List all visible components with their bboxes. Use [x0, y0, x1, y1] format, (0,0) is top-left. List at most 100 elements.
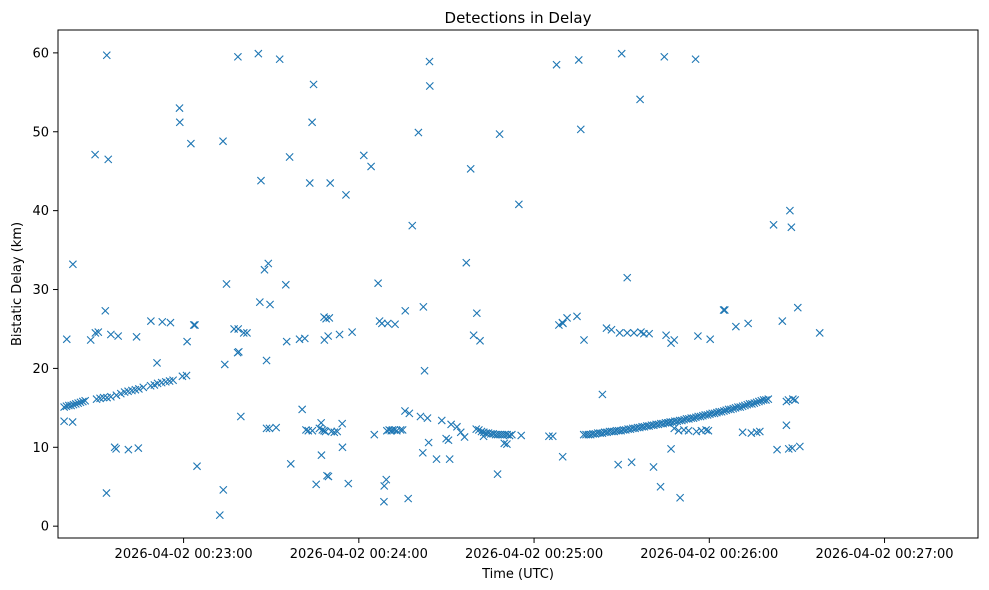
data-point-marker	[68, 418, 77, 427]
data-point-marker	[341, 190, 350, 199]
data-point-marker	[330, 428, 339, 437]
data-point-marker	[460, 433, 469, 442]
data-point-marker	[317, 418, 326, 427]
data-point-marker	[676, 493, 685, 502]
data-point-marker	[785, 206, 794, 215]
data-point-marker	[112, 391, 121, 400]
data-point-marker	[104, 155, 113, 164]
data-point-marker	[335, 330, 344, 339]
data-point-marker	[755, 427, 764, 436]
data-point-marker	[286, 459, 295, 468]
data-point-marker	[272, 423, 281, 432]
data-point-marker	[703, 410, 712, 419]
data-point-marker	[787, 223, 796, 232]
data-point-marker	[726, 405, 735, 414]
data-point-marker	[750, 399, 759, 408]
data-point-marker	[233, 52, 242, 61]
data-point-marker	[348, 328, 357, 337]
data-point-marker	[112, 444, 121, 453]
data-point-marker	[86, 336, 95, 344]
data-point-marker	[321, 427, 330, 436]
data-point-marker	[691, 55, 700, 64]
x-axis-ticks: 2026-04-02 00:23:00 2026-04-02 00:24:00 20…	[115, 538, 954, 562]
data-point-marker	[146, 317, 155, 326]
data-point-marker	[452, 422, 461, 431]
data-point-marker	[623, 328, 632, 337]
data-point-marker	[262, 356, 271, 365]
data-point-marker	[153, 358, 161, 367]
data-point-marker	[260, 265, 269, 274]
data-point-marker	[445, 455, 454, 464]
chart-title: Detections in Delay	[445, 9, 592, 27]
data-point-marker	[704, 426, 713, 435]
data-point-marker	[493, 470, 502, 479]
data-point-marker	[629, 328, 638, 337]
data-point-marker	[398, 425, 407, 434]
data-point-marker	[281, 280, 290, 289]
data-point-marker	[420, 366, 429, 375]
data-point-marker	[91, 328, 100, 337]
data-point-marker	[285, 153, 294, 161]
data-point-marker	[476, 336, 485, 345]
data-point-marker	[456, 428, 465, 437]
data-point-marker	[773, 445, 782, 454]
data-point-marker	[696, 412, 705, 421]
data-point-marker	[68, 260, 77, 269]
data-point-marker	[169, 376, 178, 385]
data-point-marker	[139, 383, 148, 392]
y-tick-label: 20	[32, 362, 49, 377]
data-point-marker	[764, 395, 773, 404]
data-point-marker	[186, 139, 195, 148]
data-point-marker	[472, 425, 481, 434]
data-point-marker	[182, 371, 191, 380]
data-point-marker	[324, 472, 333, 481]
data-point-marker	[719, 407, 728, 415]
data-point-marker	[219, 137, 228, 146]
data-point-marker	[262, 424, 271, 433]
data-point-marker	[325, 313, 334, 322]
data-points	[60, 49, 824, 520]
data-point-marker	[183, 337, 192, 346]
data-point-marker	[462, 258, 471, 267]
data-point-marker	[99, 393, 108, 402]
data-point-marker	[667, 444, 676, 453]
data-point-marker	[477, 427, 486, 436]
y-tick-label: 30	[32, 283, 49, 298]
data-point-marker	[645, 329, 654, 338]
data-point-marker	[548, 432, 557, 441]
data-point-marker	[81, 396, 90, 405]
data-point-marker	[189, 321, 198, 330]
data-point-marker	[114, 332, 123, 341]
data-point-marker	[298, 405, 307, 414]
data-point-marker	[275, 55, 284, 64]
data-point-marker	[598, 390, 607, 399]
data-point-marker	[649, 463, 658, 471]
data-point-marker	[282, 337, 291, 346]
data-point-marker	[301, 425, 310, 434]
data-point-marker	[308, 118, 317, 127]
data-point-marker	[408, 221, 417, 230]
data-point-marker	[400, 407, 409, 415]
data-point-marker	[134, 384, 143, 393]
data-point-marker	[558, 452, 567, 461]
data-point-marker	[67, 401, 76, 410]
data-point-marker	[623, 273, 632, 282]
data-point-marker	[778, 317, 787, 326]
data-point-marker	[379, 497, 388, 506]
data-point-marker	[374, 279, 383, 288]
data-point-marker	[719, 306, 728, 315]
data-point-marker	[74, 399, 83, 408]
data-point-marker	[514, 200, 523, 209]
data-point-marker	[134, 444, 143, 453]
data-point-marker	[791, 395, 800, 404]
x-tick-label: 2026-04-02 00:23:00	[115, 547, 253, 562]
data-point-marker	[60, 417, 69, 426]
data-point-marker	[500, 439, 509, 448]
data-point-marker	[702, 425, 711, 434]
data-point-marker	[788, 444, 797, 453]
data-point-marker	[736, 403, 745, 412]
data-point-marker	[94, 328, 103, 337]
data-point-marker	[418, 448, 427, 457]
data-point-marker	[367, 162, 376, 171]
